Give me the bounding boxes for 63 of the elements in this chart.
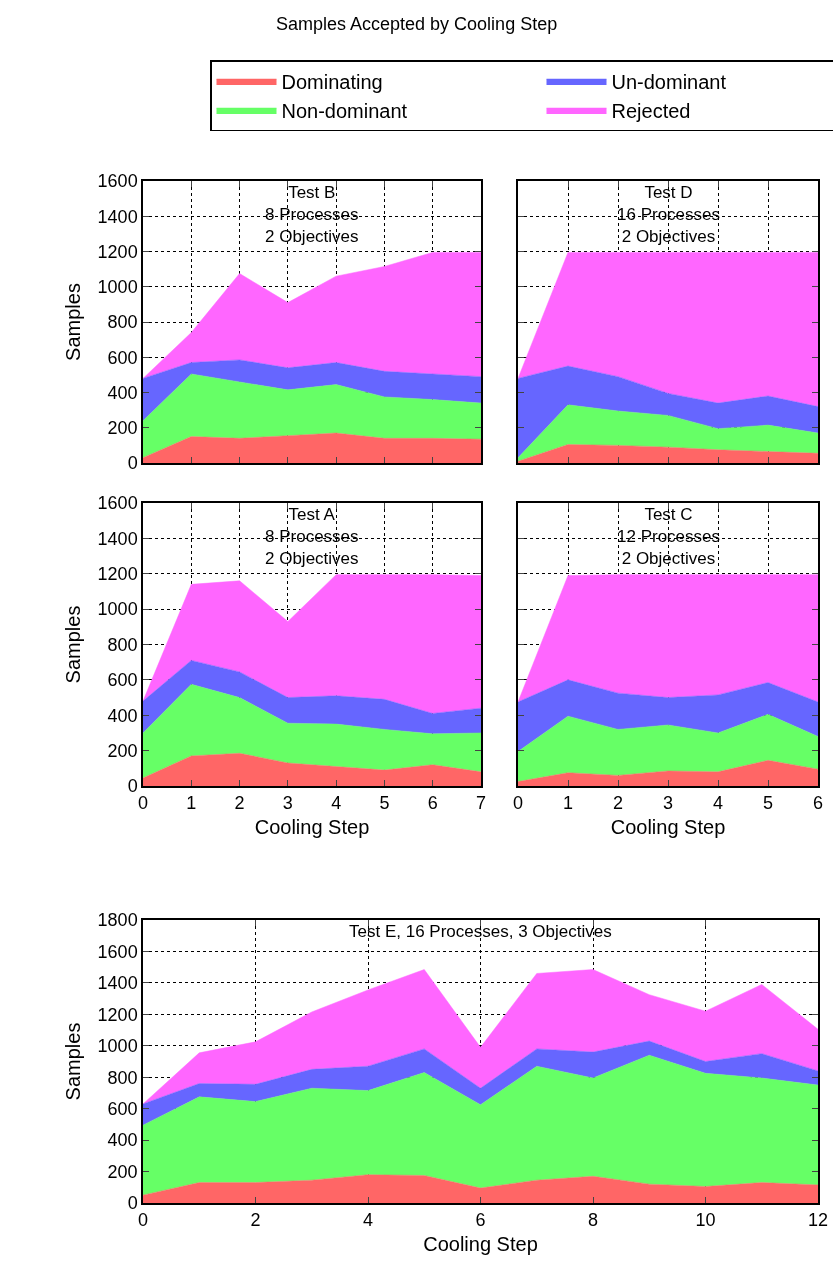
legend-label: Non-dominant <box>281 99 408 122</box>
x-tick-label: 0 <box>512 793 524 814</box>
x-tick-label: 3 <box>282 793 293 814</box>
x-tick-label: 2 <box>250 1210 261 1231</box>
y-axis-title: Samples <box>61 1022 84 1101</box>
y-tick-label: 600 <box>107 347 138 368</box>
y-tick-label: 1800 <box>97 910 138 931</box>
y-tick-label: 1000 <box>97 1036 138 1057</box>
y-tick-label: 400 <box>107 1130 138 1151</box>
y-tick-label: 600 <box>107 670 138 691</box>
y-axis-title: Samples <box>61 605 84 684</box>
x-tick-label: 2 <box>612 793 624 814</box>
x-tick-label: 3 <box>662 793 674 814</box>
legend-label: Rejected <box>611 99 691 122</box>
x-tick-label: 4 <box>331 793 342 814</box>
x-axis-title: Cooling Step <box>610 816 726 839</box>
y-tick-label: 1600 <box>97 941 138 962</box>
y-tick-label: 400 <box>107 382 138 403</box>
y-tick-label: 1200 <box>97 564 138 585</box>
x-tick-label: 6 <box>427 793 438 814</box>
y-tick-label: 0 <box>127 453 138 474</box>
x-tick-label: 8 <box>587 1210 599 1231</box>
y-tick-label: 800 <box>107 1067 138 1088</box>
x-tick-label: 1 <box>186 793 197 814</box>
legend-label: Un-dominant <box>611 70 727 93</box>
x-tick-label: 4 <box>712 793 724 814</box>
legend-label: Dominating <box>281 70 383 93</box>
x-tick-label: 6 <box>812 793 824 814</box>
y-tick-label: 1400 <box>97 973 138 994</box>
y-tick-label: 200 <box>107 1161 138 1182</box>
text: Samples Accepted by Cooling Step <box>276 14 558 34</box>
x-tick-label: 2 <box>234 793 245 814</box>
text: Test C 12 Processes 2 Objectives <box>617 505 720 569</box>
y-tick-label: 1400 <box>97 528 138 549</box>
y-tick-label: 200 <box>107 740 138 761</box>
text: Test A 8 Processes 2 Objectives <box>265 505 359 569</box>
y-tick-label: 1600 <box>97 493 138 514</box>
x-tick-label: 12 <box>807 1210 829 1231</box>
y-tick-label: 1200 <box>97 241 138 262</box>
y-tick-label: 400 <box>107 705 138 726</box>
x-tick-label: 6 <box>475 1210 486 1231</box>
y-tick-label: 800 <box>107 634 138 655</box>
y-tick-label: 1600 <box>97 171 138 192</box>
chart-title: Test E, 16 Processes, 3 Objectives <box>349 922 612 941</box>
y-tick-label: 200 <box>107 418 138 439</box>
x-tick-label: 5 <box>762 793 774 814</box>
y-tick-label: 600 <box>107 1098 138 1119</box>
y-tick-label: 1200 <box>97 1004 138 1025</box>
y-tick-label: 0 <box>127 1193 138 1214</box>
x-axis-title: Cooling Step <box>254 816 370 839</box>
x-tick-label: 1 <box>562 793 574 814</box>
y-tick-label: 0 <box>127 776 138 797</box>
y-tick-label: 1000 <box>97 277 138 298</box>
y-axis-title: Samples <box>61 283 84 361</box>
text: Test B 8 Processes 2 Objectives <box>265 183 359 247</box>
x-axis-title: Cooling Step <box>423 1233 538 1256</box>
x-tick-label: 7 <box>475 793 487 814</box>
y-tick-label: 800 <box>107 312 138 333</box>
x-tick-label: 5 <box>379 793 390 814</box>
y-tick-label: 1400 <box>97 206 138 227</box>
y-tick-label: 1000 <box>97 599 138 620</box>
x-tick-label: 4 <box>362 1210 374 1231</box>
x-tick-label: 10 <box>695 1210 716 1231</box>
